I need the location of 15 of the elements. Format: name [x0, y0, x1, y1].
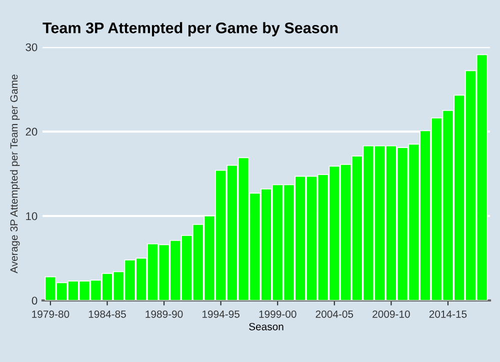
x-tick-label: 1989-90 [146, 310, 183, 318]
y-tick-label: 20 [26, 128, 38, 136]
x-tick-label: 1979-80 [32, 310, 70, 318]
y-tick-label: 30 [26, 43, 38, 52]
y-tick-label: 10 [26, 212, 38, 220]
x-tick-label: 2009-10 [372, 310, 410, 318]
x-axis-title: Season [249, 322, 284, 330]
x-tick-label: 2014-15 [429, 310, 467, 318]
x-tick-label: 1984-85 [88, 310, 126, 318]
chart-title: Team 3P Attempted per Game by Season [42, 22, 338, 36]
x-tick-label: 1999-00 [259, 310, 296, 318]
y-axis-title: Average 3P Attempted per Team per Game [10, 74, 20, 274]
y-tick-label: 0 [32, 296, 38, 305]
x-tick-label: 2004-05 [316, 310, 354, 318]
x-tick-label: 1994-95 [202, 310, 240, 318]
